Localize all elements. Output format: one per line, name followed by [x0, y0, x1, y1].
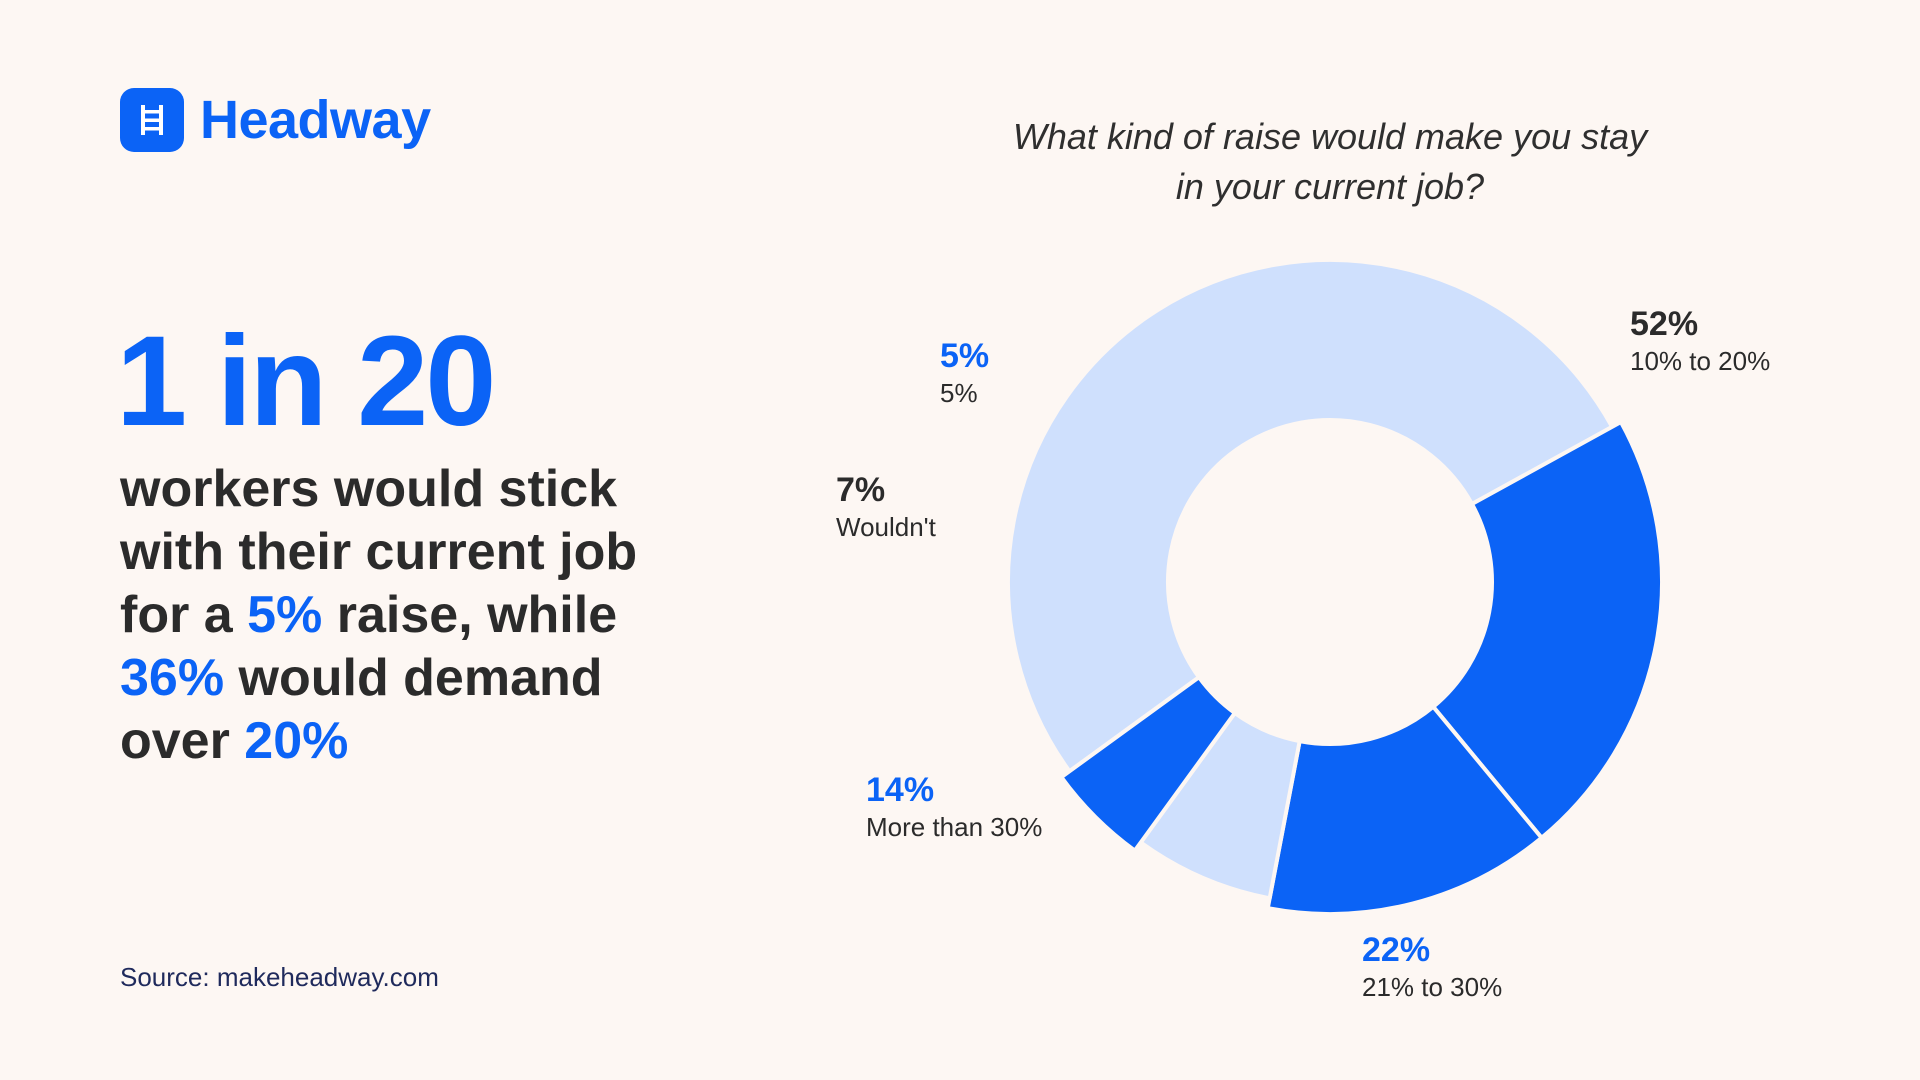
slice-10-to-20- — [1006, 257, 1615, 774]
chart-title-line-1: What kind of raise would make you stay — [1012, 116, 1648, 157]
big-stat: 1 in 20 — [116, 310, 496, 453]
slice-label: 7% Wouldn't — [836, 470, 936, 544]
slice-label: 5% 5% — [940, 336, 989, 410]
slice-more-than-30- — [1265, 704, 1544, 916]
highlight-36-percent: 36% — [120, 649, 225, 707]
slice-value-label: 5% — [940, 337, 990, 375]
slice-5- — [1059, 675, 1237, 853]
headline-text: workers would stick with their current j… — [120, 458, 720, 773]
brand-name: Headway — [200, 90, 431, 150]
source-credit: Source: makeheadway.com — [120, 962, 439, 992]
slice-category-label: Wouldn't — [836, 512, 936, 542]
headline-text-part: would demand — [224, 649, 603, 707]
slice-category-label: More than 30% — [866, 812, 1043, 842]
headline-text-part: for a — [120, 586, 248, 644]
slice-value-label: 7% — [836, 471, 886, 509]
brand-logo: Headway — [120, 88, 431, 152]
slice-value-label: 22% — [1362, 931, 1431, 969]
slice-21-to-30- — [1431, 420, 1664, 840]
headline-line-4: 36% would demand — [120, 647, 720, 710]
slice-category-label: 5% — [940, 378, 978, 408]
highlight-20-percent: 20% — [244, 712, 349, 770]
headline-text-part: raise, while — [322, 586, 618, 644]
slice-category-label: 21% to 30% — [1362, 972, 1503, 1002]
slice-value-label: 14% — [866, 771, 935, 809]
slice-label: 52% 10% to 20% — [1630, 304, 1770, 378]
slice-label: 22% 21% to 30% — [1362, 930, 1502, 1004]
headline-line-5: over 20% — [120, 710, 720, 773]
headline-text-part: over — [120, 712, 245, 770]
slice-label: 14% More than 30% — [866, 770, 1042, 844]
highlight-5-percent: 5% — [247, 586, 323, 644]
chart-title-line-2: in your current job? — [1175, 166, 1485, 207]
chart-title: What kind of raise would make you stay i… — [930, 112, 1730, 212]
headline-line-2: with their current job — [120, 523, 638, 581]
headline-line-3: for a 5% raise, while — [120, 584, 720, 647]
slice-category-label: 10% to 20% — [1630, 346, 1771, 376]
slice-value-label: 52% — [1630, 305, 1699, 343]
ladder-icon — [120, 88, 184, 152]
headline-line-1: workers would stick — [120, 460, 618, 518]
